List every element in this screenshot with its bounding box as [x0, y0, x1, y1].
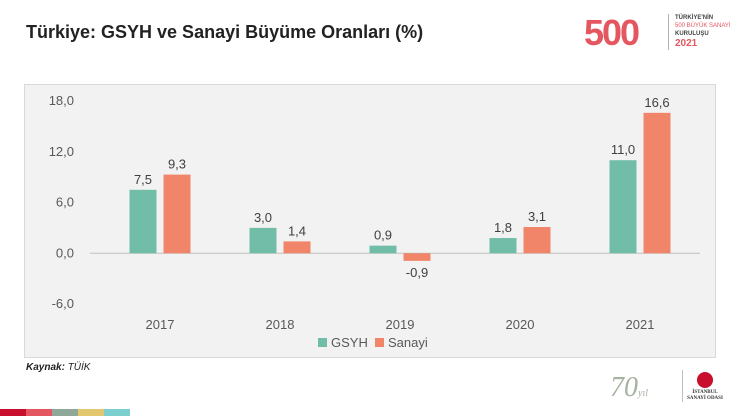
bar-sanayi-2019 — [403, 253, 431, 261]
data-label: 9,3 — [168, 157, 186, 172]
iso-line1: İSTANBUL — [692, 390, 718, 395]
logo-500-text-box: TÜRKİYE'NİN 500 BÜYÜK SANAYİ KURULUŞU 20… — [668, 14, 737, 50]
logo-istanbul-sanayi-odasi: İSTANBUL SANAYİ ODASI — [682, 370, 727, 402]
logo-500-year: 2021 — [675, 38, 698, 49]
y-tick-label: 12,0 — [49, 144, 74, 159]
bar-sanayi-2018 — [283, 241, 311, 254]
bar-gsyh-2018 — [249, 227, 277, 254]
logo-500-line1: TÜRKİYE'NİN — [675, 15, 714, 21]
bar-gsyh-2020 — [489, 238, 517, 254]
logo-500-line3: KURULUŞU — [675, 31, 709, 37]
x-tick-label: 2018 — [266, 317, 295, 332]
legend-label: GSYH — [331, 335, 368, 350]
logo-500-line2: 500 BÜYÜK SANAYİ — [675, 23, 731, 29]
bar-gsyh-2017 — [129, 189, 157, 254]
logo-70-suffix: yıl — [638, 388, 648, 399]
bar-sanayi-2021 — [643, 112, 671, 254]
footer-stripe — [78, 409, 104, 416]
data-label: 11,0 — [611, 142, 635, 157]
iso-line2: SANAYİ ODASI — [687, 396, 723, 401]
logo-500-buyuk-sanayi: 500 TÜRKİYE'NİN 500 BÜYÜK SANAYİ KURULUŞ… — [584, 12, 734, 58]
data-label: 3,0 — [254, 210, 272, 225]
legend-swatch-sanayi — [375, 338, 384, 347]
bar-sanayi-2020 — [523, 227, 551, 254]
x-tick-label: 2021 — [626, 317, 655, 332]
source-note: Kaynak: TÜİK — [26, 362, 90, 373]
x-tick-label: 2019 — [386, 317, 415, 332]
footer-stripe — [52, 409, 78, 416]
x-tick-label: 2020 — [506, 317, 535, 332]
x-tick-label: 2017 — [146, 317, 175, 332]
data-label: 3,1 — [528, 209, 546, 224]
y-tick-label: -6,0 — [52, 296, 74, 311]
footer-stripe — [26, 409, 52, 416]
footer-color-stripes — [0, 409, 130, 416]
source-value: TÜİK — [67, 362, 91, 373]
logo-70-number: 70 — [610, 372, 638, 403]
logo-500-number: 500 — [584, 12, 640, 53]
iso-emblem-icon — [697, 372, 713, 388]
data-label: 0,9 — [374, 228, 392, 243]
y-tick-label: 18,0 — [49, 93, 74, 108]
footer-stripe — [0, 409, 26, 416]
bar-sanayi-2017 — [163, 174, 191, 254]
source-label: Kaynak: — [26, 362, 65, 373]
data-label: -0,9 — [406, 265, 428, 280]
data-label: 7,5 — [134, 172, 152, 187]
y-tick-label: 0,0 — [56, 245, 74, 260]
bar-gsyh-2021 — [609, 160, 637, 254]
data-label: 1,4 — [288, 223, 306, 238]
logo-70-yil: 70yıl — [610, 372, 648, 404]
bar-gsyh-2019 — [369, 245, 397, 254]
footer-stripe — [104, 409, 130, 416]
legend-label: Sanayi — [388, 335, 428, 350]
data-label: 1,8 — [494, 220, 512, 235]
data-label: 16,6 — [644, 95, 669, 110]
y-tick-label: 6,0 — [56, 195, 74, 210]
legend-swatch-gsyh — [318, 338, 327, 347]
page-title: Türkiye: GSYH ve Sanayi Büyüme Oranları … — [26, 22, 424, 42]
